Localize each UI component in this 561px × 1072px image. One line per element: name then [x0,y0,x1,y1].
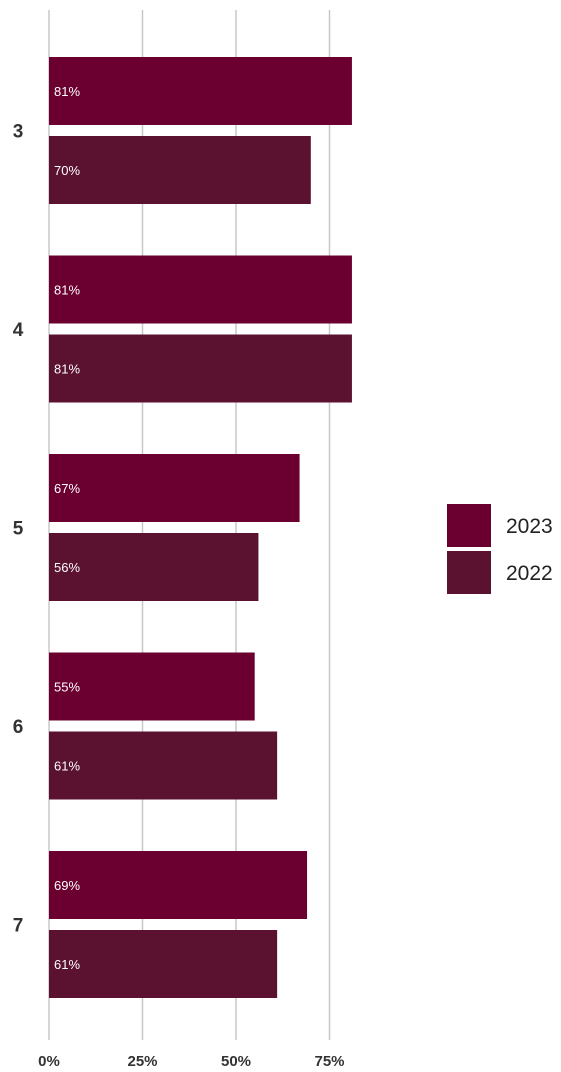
bar-value-label: 81% [54,283,80,298]
category-label: 3 [13,122,24,143]
category-label: 7 [13,916,24,937]
x-tick-label: 50% [221,1053,251,1070]
category-label: 6 [13,717,24,738]
bar-value-label: 61% [54,957,80,972]
bar-2023-cat-7 [49,851,308,919]
legend: 2023 2022 [447,504,553,594]
bar-value-label: 67% [54,481,80,496]
bar-value-label: 69% [54,878,80,893]
bar-2023-cat-3 [49,57,352,125]
category-labels: 3 4 5 6 7 [13,122,24,937]
legend-swatch-2023 [447,504,491,547]
x-tick-label: 25% [127,1053,157,1070]
bar-2023-cat-4 [49,255,352,324]
bar-2022-cat-3 [49,136,311,204]
bar-2022-cat-6 [49,731,278,800]
bar-2023-cat-5 [49,454,300,522]
bar-value-label: 56% [54,560,80,575]
bar-2022-cat-7 [49,930,278,998]
x-tick-labels: 0% 25% 50% 75% [38,1053,344,1070]
legend-label-2023: 2023 [506,515,553,538]
bar-value-label: 81% [54,362,80,377]
bar-2022-cat-5 [49,533,259,601]
bars: 81% 70% 81% 81% 67% 56% 55% 61% 69% 61% [49,57,352,998]
legend-label-2022: 2022 [506,562,553,585]
bar-value-label: 81% [54,84,80,99]
category-label: 4 [13,320,24,341]
category-label: 5 [13,519,24,540]
x-tick-label: 75% [314,1053,344,1070]
legend-swatch-2022 [447,551,491,594]
bar-value-label: 55% [54,680,80,695]
x-tick-label: 0% [38,1053,60,1070]
bar-value-label: 61% [54,759,80,774]
bar-value-label: 70% [54,163,80,178]
bar-2023-cat-6 [49,652,255,721]
bar-2022-cat-4 [49,334,352,403]
